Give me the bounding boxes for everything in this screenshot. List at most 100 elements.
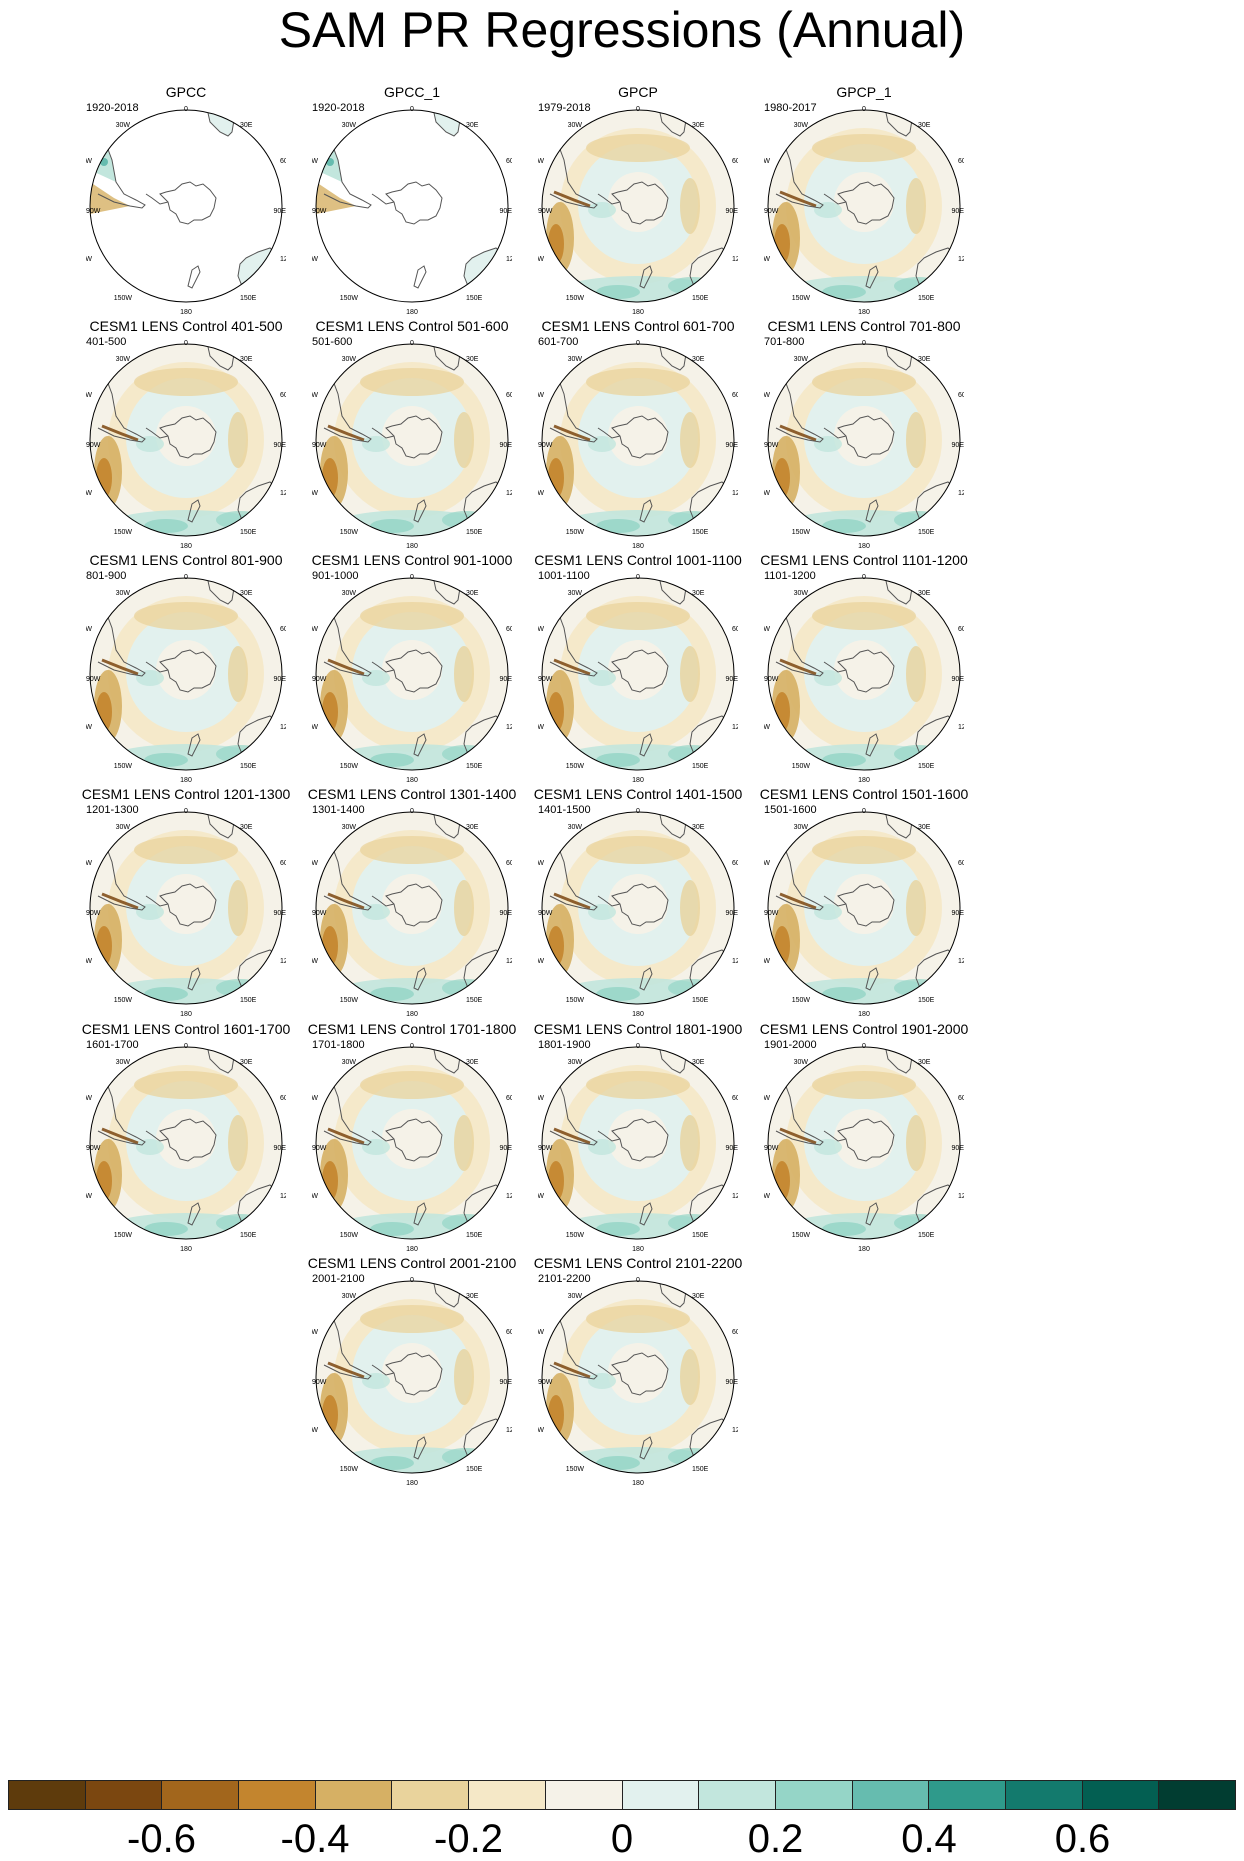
panel-title: GPCC_1 [383, 84, 441, 100]
longitude-label: 90W [538, 1379, 553, 1386]
map-panel: CESM1 LENS Control 1201-1300 1201-1300 0 30… [82, 786, 354, 1061]
precip-field [768, 578, 960, 770]
longitude-label: 30W [794, 122, 809, 129]
longitude-label: 120E [280, 1193, 286, 1200]
period-label: 1201-1300 [86, 804, 139, 816]
panel-title: CESM1 LENS Control 401-500 [89, 318, 283, 334]
longitude-label: 90E [500, 676, 512, 683]
map-panel: CESM1 LENS Control 601-700 601-700 0 30E 60E… [538, 318, 806, 593]
longitude-label: 90W [764, 910, 779, 917]
longitude-label: 120W [312, 256, 318, 263]
precip-field [542, 344, 734, 536]
longitude-label: 60E [958, 626, 964, 633]
panel-title: CESM1 LENS Control 1201-1300 [81, 786, 291, 802]
longitude-label: 120W [312, 490, 318, 497]
longitude-label: 120E [280, 724, 286, 731]
longitude-label: 60W [312, 1329, 318, 1336]
longitude-label: 60W [764, 626, 770, 633]
map-panel: CESM1 LENS Control 1901-2000 1901-2000 0 30… [760, 1021, 1032, 1296]
map-boundary [767, 343, 961, 537]
map-boundary [767, 577, 961, 771]
longitude-label: 60E [732, 392, 738, 399]
map-boundary [541, 811, 735, 1005]
longitude-label: 0 [862, 1043, 866, 1050]
longitude-label: 90W [538, 910, 553, 917]
precip-field [90, 578, 282, 770]
precip-field [542, 110, 734, 302]
longitude-label: 120E [506, 490, 512, 497]
longitude-label: 90E [500, 1379, 512, 1386]
polar-map: 0 30E 60E 90E 120E 150E 180 150W 120W 90W 60W 30W [538, 1277, 738, 1487]
longitude-label: 60E [958, 1095, 964, 1102]
precip-field [316, 110, 508, 302]
longitude-label: 90W [312, 442, 327, 449]
longitude-label: 30W [342, 122, 357, 129]
longitude-label: 30W [342, 590, 357, 597]
map-boundary [315, 1046, 509, 1240]
longitude-label: 60E [958, 860, 964, 867]
polar-map: 0 30E 60E 90E 120E 150E 180 150W 120W 90W 60W 30W [538, 574, 738, 784]
precip-field [768, 1047, 960, 1239]
longitude-label: 0 [862, 340, 866, 347]
longitude-label: 30E [466, 590, 479, 597]
map-boundary [89, 343, 283, 537]
period-label: 1101-1200 [764, 570, 816, 582]
longitude-label: 0 [410, 340, 414, 347]
map-panel: CESM1 LENS Control 1601-1700 1601-1700 0 30… [82, 1021, 354, 1296]
longitude-label: 120W [764, 490, 770, 497]
polar-map: 0 30E 60E 90E 120E 150E 180 150W 120W 90W 60W 30W [312, 574, 512, 784]
longitude-label: 0 [862, 574, 866, 581]
colorbar-tick-label: -0.2 [434, 1817, 503, 1861]
longitude-label: 30W [116, 824, 131, 831]
longitude-label: 60E [280, 626, 286, 633]
colorbar-swatch [1004, 1780, 1082, 1810]
longitude-label: 120E [732, 256, 738, 263]
polar-map: 0 30E 60E 90E 120E 150E 180 150W 120W 90W 60W 30W [312, 1043, 512, 1253]
precip-field [316, 578, 508, 770]
polar-map: 0 30E 60E 90E 120E 150E 180 150W 120W 90W 60W 30W [538, 340, 738, 550]
colorbar-swatch [544, 1780, 622, 1810]
longitude-label: 150E [240, 997, 257, 1004]
longitude-label: 60E [732, 1095, 738, 1102]
longitude-label: 180 [406, 777, 418, 784]
period-label: 1701-1800 [312, 1039, 365, 1051]
longitude-label: 0 [636, 574, 640, 581]
panel-title: CESM1 LENS Control 1301-1400 [307, 786, 517, 802]
longitude-label: 90E [274, 442, 286, 449]
longitude-label: 90W [312, 1145, 327, 1152]
period-label: 1920-2018 [86, 102, 139, 114]
map-boundary [89, 811, 283, 1005]
longitude-label: 60E [958, 392, 964, 399]
longitude-label: 90E [952, 676, 964, 683]
map-boundary [89, 577, 283, 771]
longitude-label: 90E [500, 1145, 512, 1152]
longitude-label: 30W [568, 122, 583, 129]
longitude-label: 180 [632, 1246, 644, 1253]
precip-field [316, 812, 508, 1004]
longitude-label: 60W [538, 860, 544, 867]
period-label: 1601-1700 [86, 1039, 139, 1051]
longitude-label: 30W [568, 824, 583, 831]
panel-title: GPCP [618, 84, 658, 100]
longitude-label: 30W [568, 1059, 583, 1066]
longitude-label: 120W [764, 958, 770, 965]
map-panel: CESM1 LENS Control 1501-1600 1501-1600 0 30… [760, 786, 1032, 1061]
map-panel: CESM1 LENS Control 1701-1800 1701-1800 0 30… [308, 1021, 580, 1296]
longitude-label: 30W [568, 1293, 583, 1300]
longitude-label: 150E [466, 1466, 483, 1473]
longitude-label: 120E [732, 1193, 738, 1200]
longitude-label: 120W [312, 958, 318, 965]
longitude-label: 30E [692, 122, 705, 129]
longitude-label: 30E [692, 1059, 705, 1066]
map-panel: CESM1 LENS Control 1101-1200 1101-1200 0 30… [760, 552, 1032, 827]
longitude-label: 120W [312, 1427, 318, 1434]
precip-field [768, 344, 960, 536]
longitude-label: 120W [312, 1193, 318, 1200]
colorbar-swatch [391, 1780, 469, 1810]
longitude-label: 150W [792, 529, 811, 536]
map-panel: CESM1 LENS Control 401-500 401-500 0 30E 60E… [86, 318, 354, 593]
longitude-label: 150E [692, 1232, 709, 1239]
panel-title: CESM1 LENS Control 1601-1700 [81, 1021, 291, 1037]
longitude-label: 150W [340, 1232, 359, 1239]
longitude-label: 120E [732, 724, 738, 731]
